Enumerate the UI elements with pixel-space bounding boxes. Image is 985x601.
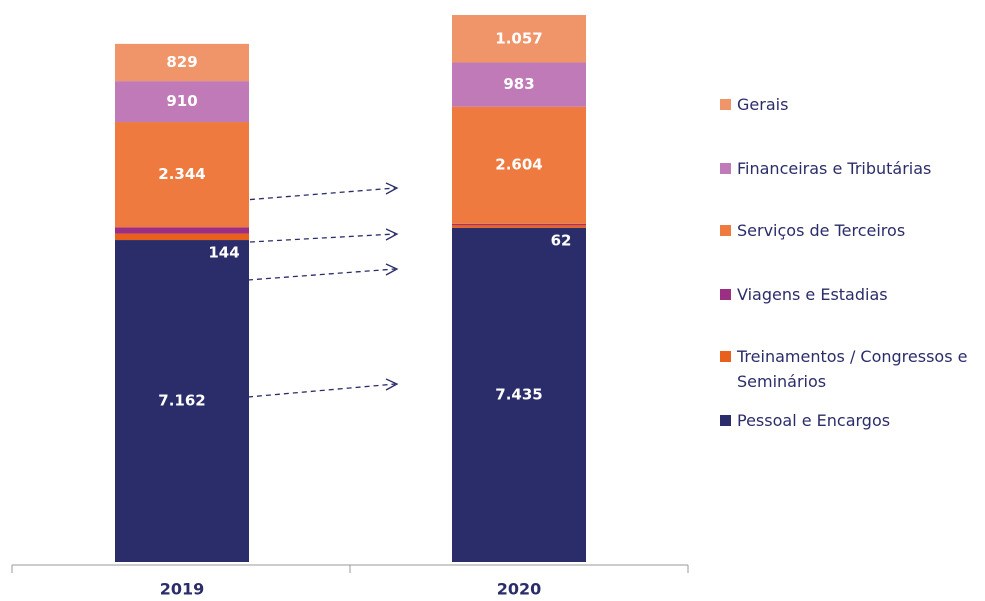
legend-label: Gerais (737, 95, 789, 114)
legend-swatch (720, 163, 731, 174)
bar-segment (115, 227, 249, 234)
legend-label: Serviços de Terceiros (737, 221, 906, 240)
bar-segment (452, 227, 586, 562)
bar-segment (115, 240, 249, 562)
bar-segment (452, 15, 586, 63)
value-label: 829 (166, 53, 197, 71)
legend-swatch (720, 289, 731, 300)
legend-swatch (720, 99, 731, 110)
value-label: 983 (503, 75, 534, 93)
bar-segment (115, 122, 249, 228)
arrows (231, 182, 399, 398)
value-label: 7.162 (158, 392, 205, 410)
bar-segment (115, 43, 249, 82)
legend-label: Financeiras e Tributárias (737, 159, 932, 178)
value-label: 2.604 (495, 156, 542, 174)
legend-swatch (720, 415, 731, 426)
value-label: 62 (551, 231, 572, 249)
value-label: 144 (208, 244, 239, 262)
legend-item: Gerais (720, 92, 982, 117)
legend-item: Financeiras e Tributárias (720, 156, 982, 181)
value-label: 2.344 (158, 165, 205, 183)
bar-segment (452, 224, 586, 228)
bar-segment (115, 81, 249, 123)
legend-item: Viagens e Estadias (720, 282, 982, 307)
bar-segment (115, 233, 249, 241)
legend-item: Serviços de Terceiros (720, 218, 982, 243)
value-label: 910 (166, 92, 197, 110)
x-tick-label: 2019 (160, 580, 205, 599)
legend-label: Pessoal e Encargos (737, 411, 891, 430)
value-label: 1.057 (495, 29, 542, 47)
bar-segment (452, 62, 586, 107)
bar-segment (452, 106, 586, 224)
legend-item: Treinamentos / Congressos e Seminários (720, 344, 982, 394)
value-label: 7.435 (495, 385, 542, 403)
legend-item: Pessoal e Encargos (720, 408, 982, 433)
legend-swatch (720, 225, 731, 236)
legend-label: Treinamentos / Congressos e Seminários (737, 347, 968, 391)
bar-segment (452, 223, 586, 225)
x-tick-label: 2020 (497, 580, 542, 599)
legend-label: Viagens e Estadias (737, 285, 888, 304)
legend-swatch (720, 351, 731, 362)
